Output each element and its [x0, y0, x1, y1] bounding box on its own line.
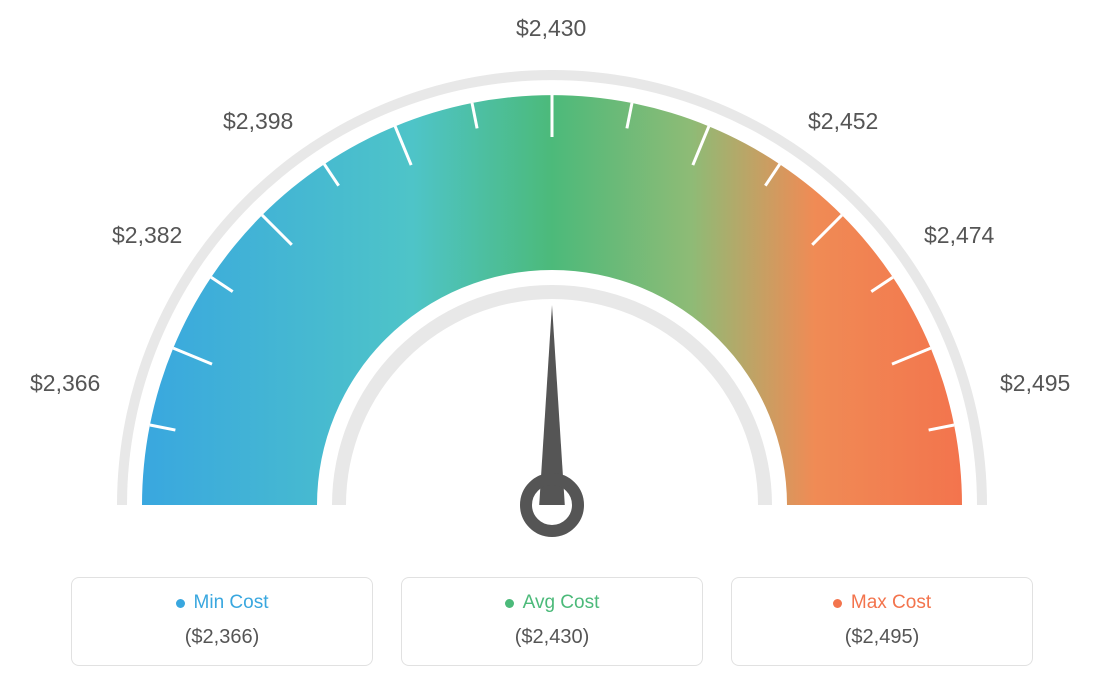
gauge-tick-label: $2,382 — [112, 222, 182, 249]
legend-max-title: Max Cost — [833, 592, 931, 614]
gauge-tick-label: $2,495 — [1000, 370, 1070, 397]
gauge-tick-label: $2,430 — [516, 15, 586, 42]
legend-avg-dot — [505, 599, 514, 608]
gauge-svg — [0, 0, 1104, 560]
gauge-chart-container: $2,366 $2,382 $2,398 $2,430 $2,452 $2,474 $2,4… — [0, 0, 1104, 690]
legend-max-dot — [833, 599, 842, 608]
legend-min-title: Min Cost — [176, 592, 269, 614]
legend-max: Max Cost ($2,495) — [731, 577, 1033, 666]
legend-row: Min Cost ($2,366) Avg Cost ($2,430) Max … — [0, 577, 1104, 666]
gauge-tick-label: $2,398 — [223, 108, 293, 135]
gauge-tick-label: $2,474 — [924, 222, 994, 249]
gauge-tick-label: $2,366 — [30, 370, 100, 397]
legend-max-title-text: Max Cost — [851, 592, 931, 614]
legend-avg-title-text: Avg Cost — [523, 592, 600, 614]
legend-min: Min Cost ($2,366) — [71, 577, 373, 666]
legend-min-title-text: Min Cost — [194, 592, 269, 614]
legend-avg-title: Avg Cost — [505, 592, 600, 614]
legend-max-value: ($2,495) — [732, 626, 1032, 649]
legend-avg-value: ($2,430) — [402, 626, 702, 649]
legend-avg: Avg Cost ($2,430) — [401, 577, 703, 666]
legend-min-dot — [176, 599, 185, 608]
gauge-tick-label: $2,452 — [808, 108, 878, 135]
gauge-area: $2,366 $2,382 $2,398 $2,430 $2,452 $2,474 $2,4… — [0, 0, 1104, 560]
legend-min-value: ($2,366) — [72, 626, 372, 649]
